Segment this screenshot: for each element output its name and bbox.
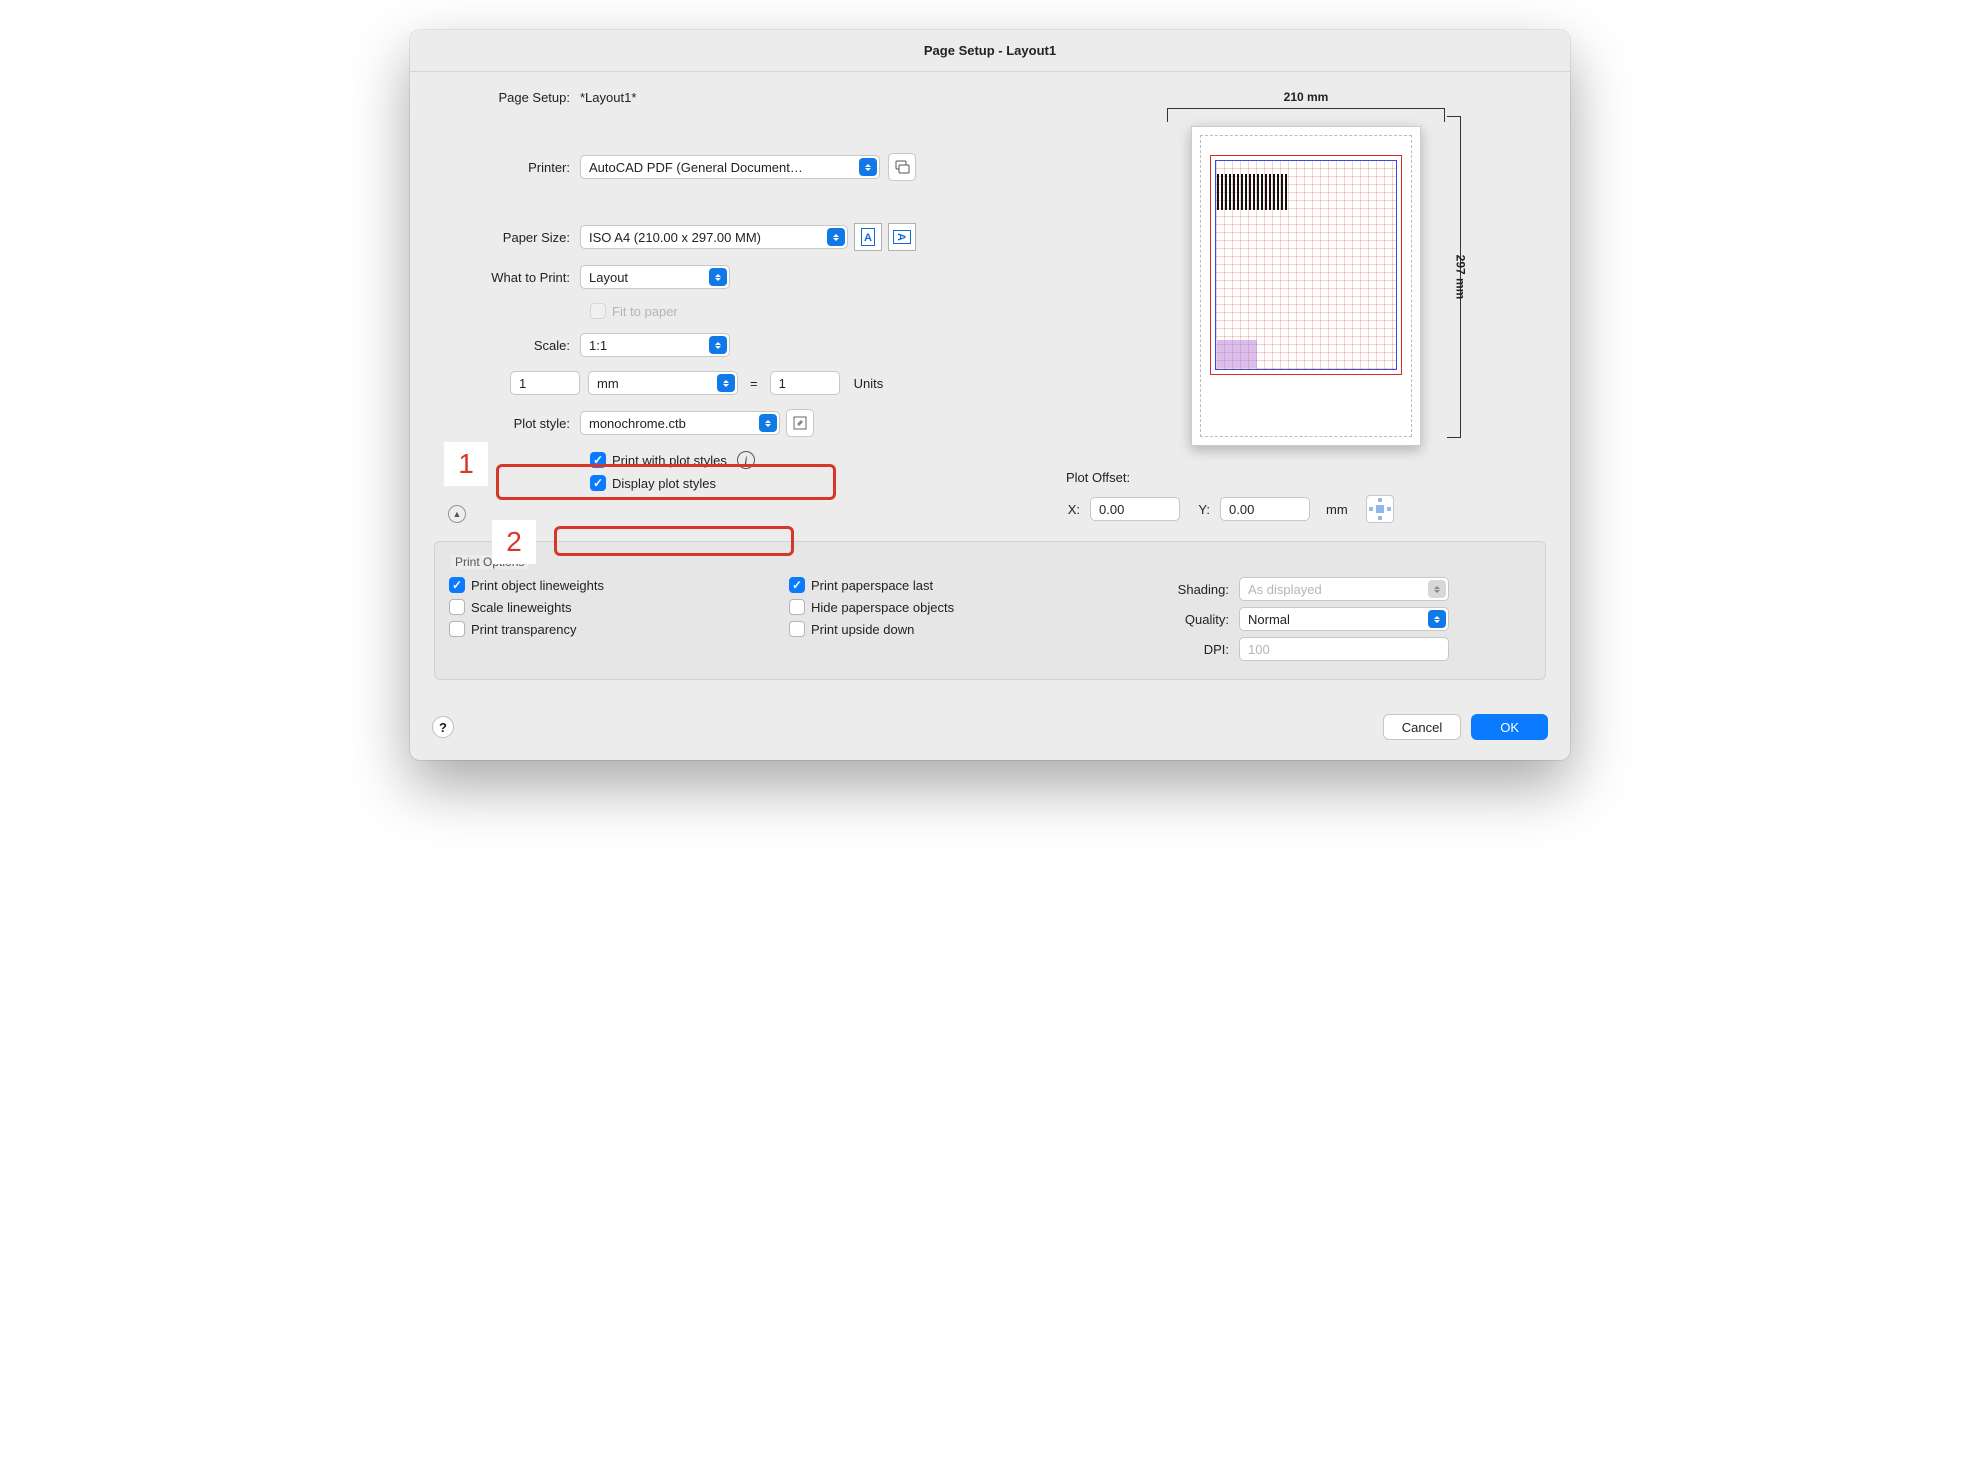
paper-size-label: Paper Size: (434, 230, 580, 245)
preview-drawing (1210, 155, 1402, 375)
printer-properties-icon (894, 159, 910, 175)
shading-label: Shading: (1129, 582, 1239, 597)
scale-value: 1:1 (589, 338, 607, 353)
what-to-print-label: What to Print: (434, 270, 580, 285)
landscape-button[interactable]: A (888, 223, 916, 251)
paper-preview: 210 mm 297 mm (1161, 90, 1451, 446)
paper-size-select[interactable]: ISO A4 (210.00 x 297.00 MM) (580, 225, 848, 249)
preview-paper (1191, 126, 1421, 446)
svg-text:A: A (895, 233, 907, 241)
print-transparency-checkbox[interactable] (449, 621, 465, 637)
expand-toggle[interactable]: ▲ (448, 505, 466, 523)
help-button[interactable]: ? (432, 716, 454, 738)
display-plot-styles-checkbox[interactable] (590, 475, 606, 491)
page-setup-label: Page Setup: (434, 90, 580, 105)
page-setup-dialog: Page Setup - Layout1 Page Setup: *Layout… (410, 30, 1570, 760)
scale-unit-value: mm (597, 376, 619, 391)
printer-select[interactable]: AutoCAD PDF (General Document… (580, 155, 880, 179)
cancel-button[interactable]: Cancel (1383, 714, 1461, 740)
paperspace-last-label: Print paperspace last (811, 578, 933, 593)
quality-value: Normal (1248, 612, 1290, 627)
printer-value: AutoCAD PDF (General Document… (589, 160, 803, 175)
plot-style-value: monochrome.ctb (589, 416, 686, 431)
portrait-button[interactable]: A (854, 223, 882, 251)
select-caret-icon (1428, 580, 1446, 598)
shading-value: As displayed (1248, 582, 1322, 597)
center-plot-button[interactable] (1366, 495, 1394, 523)
printer-properties-button[interactable] (888, 153, 916, 181)
print-with-plot-styles-checkbox[interactable] (590, 452, 606, 468)
plot-offset-title: Plot Offset: (1066, 470, 1546, 485)
page-setup-value: *Layout1* (580, 90, 636, 105)
preview-width-label: 210 mm (1161, 90, 1451, 104)
select-caret-icon (709, 268, 727, 286)
plot-style-edit-button[interactable] (786, 409, 814, 437)
dpi-field: 100 (1239, 637, 1449, 661)
printer-label: Printer: (434, 160, 580, 175)
scale-lineweights-checkbox[interactable] (449, 599, 465, 615)
plot-style-select[interactable]: monochrome.ctb (580, 411, 780, 435)
offset-y-label: Y: (1180, 502, 1220, 517)
scale-numerator-field[interactable]: 1 (510, 371, 580, 395)
units-label: Units (840, 376, 884, 391)
equals-sign: = (738, 376, 770, 391)
window-title: Page Setup - Layout1 (410, 30, 1570, 72)
select-caret-icon (1428, 610, 1446, 628)
scale-denominator-field[interactable]: 1 (770, 371, 840, 395)
fit-to-paper-checkbox (590, 303, 606, 319)
scale-lineweights-label: Scale lineweights (471, 600, 571, 615)
print-lineweights-checkbox[interactable] (449, 577, 465, 593)
preview-height-label: 297 mm (1454, 255, 1468, 300)
fit-to-paper-label: Fit to paper (612, 304, 678, 319)
offset-unit-label: mm (1310, 502, 1348, 517)
print-options-group: Print Options Print object lineweights S… (434, 541, 1546, 680)
plot-style-label: Plot style: (434, 416, 580, 431)
dim-bar-horizontal (1167, 108, 1445, 122)
svg-text:A: A (864, 232, 872, 244)
quality-select[interactable]: Normal (1239, 607, 1449, 631)
portrait-icon: A (861, 228, 875, 246)
hide-paperspace-checkbox[interactable] (789, 599, 805, 615)
landscape-icon: A (893, 230, 911, 244)
paper-size-value: ISO A4 (210.00 x 297.00 MM) (589, 230, 761, 245)
select-caret-icon (827, 228, 845, 246)
quality-label: Quality: (1129, 612, 1239, 627)
select-caret-icon (709, 336, 727, 354)
hide-paperspace-label: Hide paperspace objects (811, 600, 954, 615)
print-with-plot-styles-label: Print with plot styles (612, 453, 727, 468)
print-options-title: Print Options (451, 555, 528, 569)
offset-y-field[interactable]: 0.00 (1220, 497, 1310, 521)
select-caret-icon (717, 374, 735, 392)
print-lineweights-label: Print object lineweights (471, 578, 604, 593)
scale-label: Scale: (434, 338, 580, 353)
shading-select: As displayed (1239, 577, 1449, 601)
select-caret-icon (759, 414, 777, 432)
scale-unit-select[interactable]: mm (588, 371, 738, 395)
what-to-print-select[interactable]: Layout (580, 265, 730, 289)
display-plot-styles-label: Display plot styles (612, 476, 716, 491)
what-to-print-value: Layout (589, 270, 628, 285)
scale-select[interactable]: 1:1 (580, 333, 730, 357)
upside-down-label: Print upside down (811, 622, 914, 637)
ok-button[interactable]: OK (1471, 714, 1548, 740)
print-transparency-label: Print transparency (471, 622, 577, 637)
edit-icon (793, 416, 807, 430)
select-caret-icon (859, 158, 877, 176)
annotation-number-1: 1 (444, 442, 488, 486)
offset-x-label: X: (1066, 502, 1090, 517)
offset-x-field[interactable]: 0.00 (1090, 497, 1180, 521)
dpi-label: DPI: (1129, 642, 1239, 657)
info-icon[interactable]: i (737, 451, 755, 469)
paperspace-last-checkbox[interactable] (789, 577, 805, 593)
upside-down-checkbox[interactable] (789, 621, 805, 637)
